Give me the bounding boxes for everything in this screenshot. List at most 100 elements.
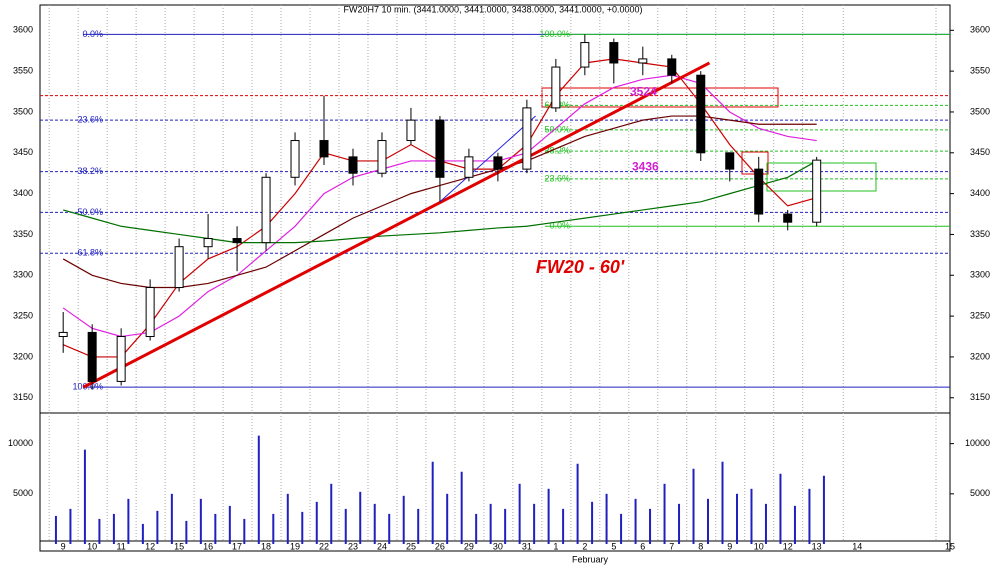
x-tick-label: 23 (348, 541, 358, 551)
y-tick-label: 10000 (965, 438, 990, 448)
y-tick-label: 10000 (8, 438, 33, 448)
x-tick-label: 9 (727, 541, 732, 551)
candle-body (319, 140, 329, 158)
x-tick-label: 6 (640, 541, 645, 551)
x-tick-label: 19 (290, 541, 300, 551)
x-tick-label: 12 (783, 541, 793, 551)
fib-label: 50.0% (77, 207, 103, 217)
y-tick-label: 3600 (970, 25, 990, 35)
y-tick-label: 3200 (13, 351, 33, 361)
x-tick-label: 22 (319, 541, 329, 551)
y-tick-label: 3400 (13, 188, 33, 198)
x-tick-label: 12 (145, 541, 155, 551)
y-tick-label: 3550 (970, 66, 990, 76)
candle-body (638, 58, 648, 64)
candle-body (696, 74, 706, 154)
annotation: FW20 - 60' (536, 257, 625, 277)
candle-body (261, 176, 271, 244)
x-tick-label: 2 (582, 541, 587, 551)
x-tick-label: 10 (87, 541, 97, 551)
fib-label: 0.0% (549, 221, 570, 231)
y-tick-label: 5000 (970, 488, 990, 498)
candle-body (174, 246, 184, 289)
y-tick-label: 3250 (13, 310, 33, 320)
x-tick-label: 24 (377, 541, 387, 551)
x-tick-label: 5 (611, 541, 616, 551)
y-tick-label: 3150 (13, 392, 33, 402)
candle-body (522, 107, 532, 170)
x-tick-label: 25 (406, 541, 416, 551)
candle-body (580, 42, 590, 68)
y-tick-label: 3350 (970, 229, 990, 239)
x-tick-label: 7 (669, 541, 674, 551)
candle-body (377, 140, 387, 174)
x-tick-label: 29 (464, 541, 474, 551)
candle-body (87, 331, 97, 382)
y-tick-label: 3500 (970, 106, 990, 116)
candle-body (203, 238, 213, 248)
y-tick-label: 3550 (13, 66, 33, 76)
x-tick-label: 15 (945, 541, 955, 551)
y-tick-label: 3300 (13, 270, 33, 280)
price-note: 3524 (630, 85, 657, 99)
trendline (439, 115, 536, 203)
candle-body (290, 140, 300, 178)
x-tick-label: 26 (435, 541, 445, 551)
candle-body (754, 168, 764, 215)
x-tick-label: 16 (203, 541, 213, 551)
fib-label: 38.2% (77, 166, 103, 176)
fib-label: 23.6% (77, 115, 103, 125)
candle-body (812, 159, 822, 223)
month-label: February (572, 554, 609, 564)
y-tick-label: 5000 (13, 488, 33, 498)
candle-body (551, 66, 561, 109)
candle-body (58, 331, 68, 338)
y-tick-label: 3500 (13, 106, 33, 116)
price-note: 3436 (632, 159, 659, 173)
x-tick-label: 8 (698, 541, 703, 551)
x-tick-label: 1 (553, 541, 558, 551)
candle-body (145, 287, 155, 338)
x-tick-label: 10 (754, 541, 764, 551)
x-tick-label: 9 (61, 541, 66, 551)
candle-body (116, 336, 126, 382)
y-tick-label: 3150 (970, 392, 990, 402)
chart-title: FW20H7 10 min. (3441.0000, 3441.0000, 34… (344, 4, 643, 14)
fib-label: 50.0% (544, 124, 570, 134)
y-tick-label: 3450 (13, 147, 33, 157)
x-tick-label: 30 (493, 541, 503, 551)
date-axis (39, 540, 951, 552)
y-tick-label: 3400 (970, 188, 990, 198)
y-tick-label: 3350 (13, 229, 33, 239)
y-tick-label: 3300 (970, 270, 990, 280)
candle-body (232, 238, 242, 244)
x-tick-label: 18 (261, 541, 271, 551)
fib-label: 61.8% (77, 248, 103, 258)
x-tick-label: 13 (812, 541, 822, 551)
y-tick-label: 3450 (970, 147, 990, 157)
candle-body (609, 42, 619, 64)
y-tick-label: 3200 (970, 351, 990, 361)
fib-label: 0.0% (82, 29, 103, 39)
candle-body (783, 213, 793, 223)
candle-body (725, 152, 735, 170)
candle-body (493, 156, 503, 170)
zone-box (766, 162, 877, 192)
x-tick-label: 11 (116, 541, 125, 551)
moving-average (63, 160, 817, 244)
candle-body (406, 119, 416, 142)
fib-label: 23.6% (544, 173, 570, 183)
x-tick-label: 31 (522, 541, 532, 551)
y-tick-label: 3250 (970, 310, 990, 320)
x-tick-label: 17 (232, 541, 242, 551)
y-tick-label: 3600 (13, 25, 33, 35)
fib-label: 38.2% (544, 146, 570, 156)
candle-body (667, 58, 677, 76)
fib-label: 100.0% (539, 29, 570, 39)
x-tick-label: 14 (852, 541, 862, 551)
x-tick-label: 15 (174, 541, 184, 551)
candle-body (435, 119, 445, 178)
trendline (82, 61, 711, 389)
